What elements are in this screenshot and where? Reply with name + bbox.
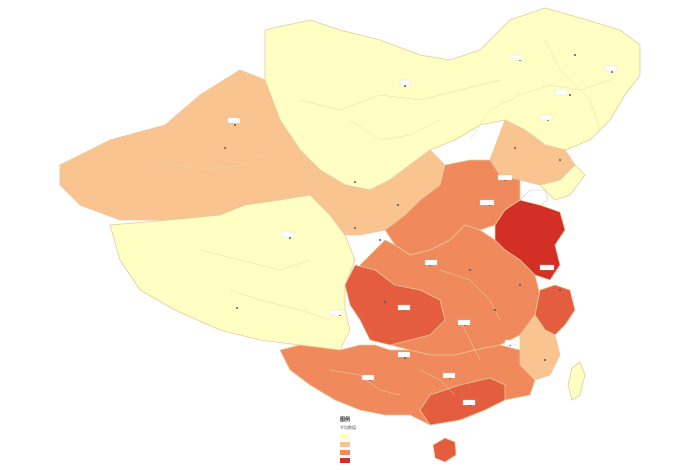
city-tag xyxy=(497,174,513,181)
city-tag xyxy=(281,231,295,238)
city-marker[interactable] xyxy=(494,309,496,311)
city-marker[interactable] xyxy=(224,147,226,149)
city-marker[interactable] xyxy=(529,204,531,206)
internal-border xyxy=(349,119,441,141)
internal-border xyxy=(199,249,311,271)
internal-border xyxy=(149,149,271,171)
legend-swatch xyxy=(340,458,350,463)
legend-item xyxy=(340,434,420,439)
region-northern-territory[interactable] xyxy=(264,7,641,191)
internal-border xyxy=(229,289,331,321)
city-tag xyxy=(361,374,375,381)
region-basin[interactable] xyxy=(344,264,446,346)
legend-item xyxy=(340,442,420,447)
city-marker[interactable] xyxy=(354,181,356,183)
legend-swatch xyxy=(340,442,350,447)
city-marker[interactable] xyxy=(379,239,381,241)
city-tag xyxy=(479,199,495,206)
city-marker[interactable] xyxy=(611,71,613,73)
island-south[interactable] xyxy=(432,437,457,463)
internal-border xyxy=(544,39,601,131)
legend-subtitle: 平均数值 xyxy=(340,425,356,430)
region-south-coast[interactable] xyxy=(419,377,506,426)
city-tag xyxy=(504,339,518,346)
city-tag xyxy=(539,264,555,271)
city-marker[interactable] xyxy=(236,307,238,309)
internal-border xyxy=(469,79,611,141)
city-tag xyxy=(462,399,476,406)
bay xyxy=(519,189,549,206)
city-tag xyxy=(539,114,553,121)
city-marker[interactable] xyxy=(469,269,471,271)
city-tag xyxy=(397,304,411,311)
city-marker[interactable] xyxy=(569,94,571,96)
city-marker[interactable] xyxy=(559,159,561,161)
region-peninsula[interactable] xyxy=(539,164,586,201)
city-marker[interactable] xyxy=(574,54,576,56)
internal-border xyxy=(419,369,456,396)
city-tag xyxy=(227,117,241,124)
internal-border xyxy=(459,319,481,361)
internal-border xyxy=(299,79,501,111)
city-tags xyxy=(227,54,618,406)
city-marker[interactable] xyxy=(404,357,406,359)
city-marker[interactable] xyxy=(544,359,546,361)
city-tag xyxy=(554,89,568,96)
city-marker[interactable] xyxy=(384,301,386,303)
city-marker[interactable] xyxy=(234,124,236,126)
city-tag xyxy=(604,65,618,72)
city-marker[interactable] xyxy=(397,204,399,206)
city-tag xyxy=(329,309,343,316)
legend-swatch xyxy=(340,434,350,439)
city-marker[interactable] xyxy=(514,147,516,149)
city-tag xyxy=(399,79,411,86)
city-marker[interactable] xyxy=(289,237,291,239)
legend-item xyxy=(340,450,420,455)
map-legend: 图例 平均数值 xyxy=(340,416,420,463)
city-marker[interactable] xyxy=(404,85,406,87)
internal-border xyxy=(329,369,401,396)
city-tag xyxy=(424,259,438,266)
city-marker[interactable] xyxy=(559,289,561,291)
legend-swatch xyxy=(340,450,350,455)
city-marker[interactable] xyxy=(354,227,356,229)
city-marker[interactable] xyxy=(519,284,521,286)
city-tag xyxy=(397,351,411,358)
island-east[interactable] xyxy=(567,361,586,401)
legend-title: 图例 xyxy=(340,417,351,423)
city-tag xyxy=(442,372,456,379)
city-tag xyxy=(509,54,523,61)
city-tag xyxy=(457,319,471,326)
legend-item xyxy=(340,458,420,463)
